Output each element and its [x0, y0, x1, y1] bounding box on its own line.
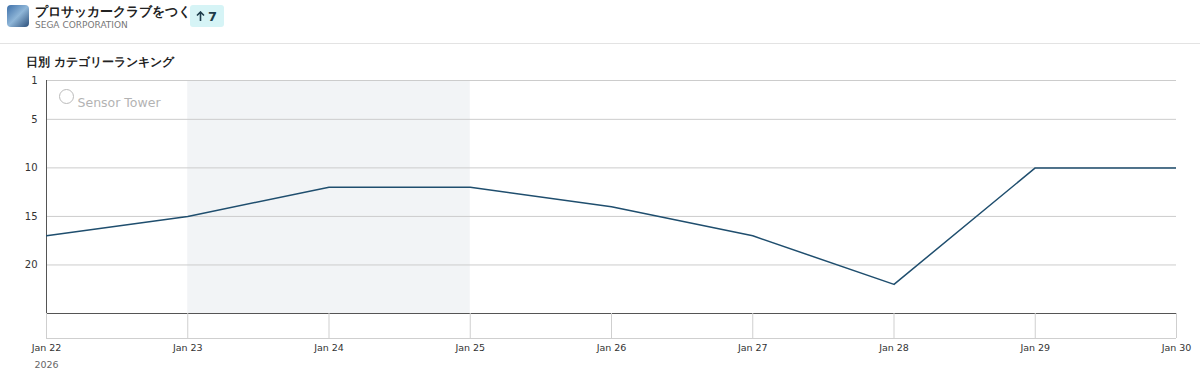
svg-text:15: 15 [25, 211, 38, 222]
svg-text:Sensor Tower: Sensor Tower [78, 95, 162, 110]
html-text:プロサッカークラブをつく...: プロサッカークラブをつく... [35, 4, 206, 19]
html-text:SEGA CORPORATION: SEGA CORPORATION [35, 20, 128, 30]
svg-text:Jan 27: Jan 27 [737, 342, 768, 353]
html-text:7: 7 [208, 8, 217, 24]
html-text:日別 カテゴリーランキング: 日別 カテゴリーランキング [26, 55, 174, 69]
svg-text:Jan 24: Jan 24 [313, 342, 344, 353]
svg-text:Jan 25: Jan 25 [454, 342, 485, 353]
svg-text:Jan 30: Jan 30 [1161, 342, 1192, 353]
svg-text:2026: 2026 [34, 359, 58, 370]
svg-text:1: 1 [31, 75, 37, 86]
svg-text:Jan 23: Jan 23 [172, 342, 203, 353]
svg-text:Jan 22: Jan 22 [31, 342, 62, 353]
svg-text:Jan 26: Jan 26 [596, 342, 627, 353]
svg-text:20: 20 [25, 259, 38, 270]
svg-text:5: 5 [31, 114, 37, 125]
svg-text:Jan 29: Jan 29 [1019, 342, 1050, 353]
svg-text:10: 10 [25, 162, 38, 173]
svg-text:Jan 28: Jan 28 [878, 342, 909, 353]
